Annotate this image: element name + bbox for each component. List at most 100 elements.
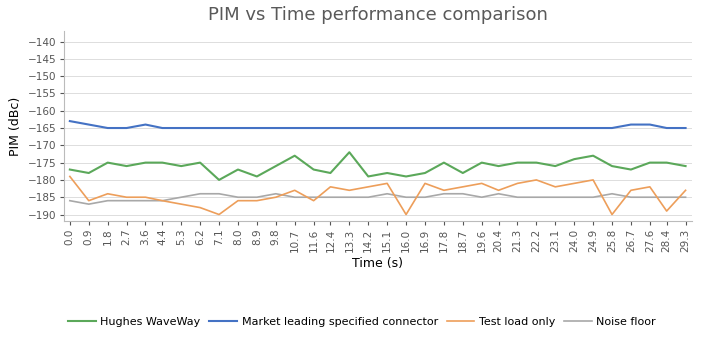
Hughes WaveWay xyxy=(513,161,522,165)
Noise floor xyxy=(440,192,448,196)
Noise floor xyxy=(608,192,616,196)
Noise floor xyxy=(364,195,373,199)
Test load only xyxy=(570,181,578,185)
Market leading specified connector xyxy=(345,126,354,130)
Noise floor xyxy=(177,195,186,199)
Market leading specified connector xyxy=(104,126,112,130)
Market leading specified connector xyxy=(608,126,616,130)
Test load only xyxy=(141,195,150,199)
Noise floor xyxy=(66,199,74,203)
Market leading specified connector xyxy=(440,126,448,130)
Line: Noise floor: Noise floor xyxy=(70,194,686,204)
Hughes WaveWay xyxy=(645,161,654,165)
Test load only xyxy=(122,195,131,199)
Test load only xyxy=(421,181,429,185)
Market leading specified connector xyxy=(551,126,560,130)
Line: Hughes WaveWay: Hughes WaveWay xyxy=(70,152,686,180)
Noise floor xyxy=(477,195,486,199)
Test load only xyxy=(345,188,354,192)
Hughes WaveWay xyxy=(494,164,503,168)
Market leading specified connector xyxy=(627,122,635,127)
Test load only xyxy=(253,199,261,203)
Test load only xyxy=(272,195,280,199)
Market leading specified connector xyxy=(589,126,597,130)
Market leading specified connector xyxy=(215,126,223,130)
Hughes WaveWay xyxy=(272,164,280,168)
Noise floor xyxy=(459,192,467,196)
X-axis label: Time (s): Time (s) xyxy=(352,257,403,270)
Line: Test load only: Test load only xyxy=(70,176,686,215)
Test load only xyxy=(627,188,635,192)
Test load only xyxy=(662,209,671,213)
Test load only xyxy=(177,202,186,206)
Test load only xyxy=(645,185,654,189)
Noise floor xyxy=(589,195,597,199)
Market leading specified connector xyxy=(402,126,410,130)
Market leading specified connector xyxy=(570,126,578,130)
Test load only xyxy=(551,185,560,189)
Noise floor xyxy=(290,195,299,199)
Noise floor xyxy=(196,192,204,196)
Hughes WaveWay xyxy=(196,161,204,165)
Test load only xyxy=(608,212,616,217)
Hughes WaveWay xyxy=(402,174,410,179)
Hughes WaveWay xyxy=(290,154,299,158)
Hughes WaveWay xyxy=(440,161,448,165)
Market leading specified connector xyxy=(421,126,429,130)
Market leading specified connector xyxy=(177,126,186,130)
Y-axis label: PIM (dBc): PIM (dBc) xyxy=(9,97,23,156)
Test load only xyxy=(215,212,223,217)
Test load only xyxy=(326,185,335,189)
Test load only xyxy=(402,212,410,217)
Market leading specified connector xyxy=(326,126,335,130)
Line: Market leading specified connector: Market leading specified connector xyxy=(70,121,686,128)
Noise floor xyxy=(158,199,167,203)
Market leading specified connector xyxy=(253,126,261,130)
Test load only xyxy=(440,188,448,192)
Market leading specified connector xyxy=(513,126,522,130)
Title: PIM vs Time performance comparison: PIM vs Time performance comparison xyxy=(208,6,548,24)
Noise floor xyxy=(234,195,242,199)
Market leading specified connector xyxy=(459,126,467,130)
Test load only xyxy=(513,181,522,185)
Noise floor xyxy=(421,195,429,199)
Noise floor xyxy=(345,195,354,199)
Hughes WaveWay xyxy=(326,171,335,175)
Hughes WaveWay xyxy=(570,157,578,161)
Legend: Hughes WaveWay, Market leading specified connector, Test load only, Noise floor: Hughes WaveWay, Market leading specified… xyxy=(64,313,661,332)
Market leading specified connector xyxy=(66,119,74,123)
Test load only xyxy=(494,188,503,192)
Test load only xyxy=(477,181,486,185)
Test load only xyxy=(364,185,373,189)
Market leading specified connector xyxy=(234,126,242,130)
Noise floor xyxy=(551,195,560,199)
Market leading specified connector xyxy=(383,126,391,130)
Hughes WaveWay xyxy=(122,164,131,168)
Test load only xyxy=(532,178,541,182)
Noise floor xyxy=(645,195,654,199)
Market leading specified connector xyxy=(158,126,167,130)
Noise floor xyxy=(402,195,410,199)
Hughes WaveWay xyxy=(681,164,690,168)
Hughes WaveWay xyxy=(345,150,354,154)
Hughes WaveWay xyxy=(551,164,560,168)
Market leading specified connector xyxy=(645,122,654,127)
Hughes WaveWay xyxy=(253,174,261,179)
Market leading specified connector xyxy=(477,126,486,130)
Market leading specified connector xyxy=(309,126,318,130)
Hughes WaveWay xyxy=(383,171,391,175)
Noise floor xyxy=(141,199,150,203)
Hughes WaveWay xyxy=(589,154,597,158)
Test load only xyxy=(309,199,318,203)
Test load only xyxy=(589,178,597,182)
Hughes WaveWay xyxy=(477,161,486,165)
Hughes WaveWay xyxy=(364,174,373,179)
Noise floor xyxy=(494,192,503,196)
Market leading specified connector xyxy=(141,122,150,127)
Noise floor xyxy=(513,195,522,199)
Noise floor xyxy=(627,195,635,199)
Noise floor xyxy=(253,195,261,199)
Noise floor xyxy=(104,199,112,203)
Noise floor xyxy=(326,195,335,199)
Market leading specified connector xyxy=(532,126,541,130)
